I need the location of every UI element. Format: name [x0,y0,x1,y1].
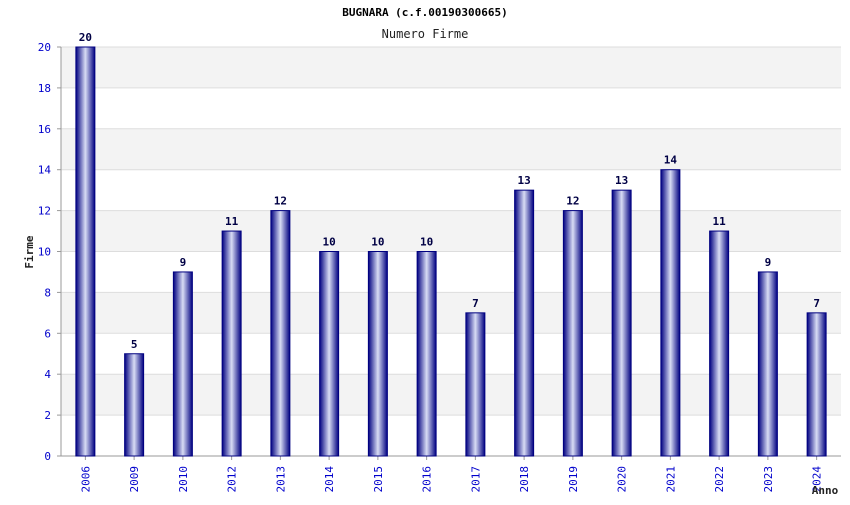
x-tick-label-2020: 2020 [616,466,629,493]
bar-2017 [465,312,486,457]
data-labels: 20 5 9 11 12 10 10 10 7 13 12 13 14 11 9 7 [79,31,820,351]
x-tick-label-2009: 2009 [128,466,141,493]
y-axis-label: Firme [23,235,36,268]
x-tick-label-2024: 2024 [811,466,824,493]
y-tick-label: 10 [38,246,51,259]
bar-2020 [611,189,632,457]
data-label-2024: 7 [813,297,820,310]
bar-2022 [709,230,730,457]
y-tick-labels: 0 2 4 6 8 10 12 14 16 18 20 [38,41,52,463]
y-tick-label: 16 [38,123,51,136]
bar-2006 [75,46,96,457]
bars [75,46,827,457]
x-tick-label-2012: 2012 [226,466,239,493]
bar-2013 [270,210,291,457]
bar-2014 [319,251,340,457]
chart-title: BUGNARA (c.f.00190300665) [342,6,508,19]
y-tick-label: 0 [44,450,51,463]
data-label-2018: 13 [518,174,531,187]
x-tick-labels: 2006 2009 2010 2012 2013 2014 2015 2016 2017 2018… [79,466,823,493]
data-label-2013: 12 [274,195,287,208]
data-label-2022: 11 [713,215,727,228]
x-tick-label-2019: 2019 [567,466,580,493]
x-tick-label-2016: 2016 [421,466,434,493]
bar-2018 [514,189,535,457]
data-label-2010: 9 [180,256,187,269]
data-label-2020: 13 [615,174,628,187]
y-tick-label: 6 [44,327,51,340]
x-tick-label-2014: 2014 [323,466,336,493]
x-tick-label-2022: 2022 [713,466,726,493]
data-label-2015: 10 [371,236,384,249]
x-tick-label-2010: 2010 [177,466,190,493]
chart-subtitle: Numero Firme [382,27,469,41]
data-label-2006: 20 [79,31,92,44]
bar-2012 [221,230,242,457]
x-tick-label-2013: 2013 [274,466,287,493]
bar-2015 [367,251,388,457]
background-band [61,128,841,170]
data-label-2023: 9 [765,256,772,269]
y-tick-label: 2 [44,409,51,422]
y-tick-label: 4 [44,368,51,381]
background-band [61,47,841,88]
y-tick-label: 12 [38,205,51,218]
x-axis-label: Anno [812,484,839,497]
y-tick-label: 8 [44,286,51,299]
y-tick-label: 14 [38,164,52,177]
data-label-2012: 11 [225,215,239,228]
bar-2009 [124,353,145,457]
x-tick-label-2018: 2018 [518,466,531,493]
bar-2019 [562,210,583,457]
data-label-2016: 10 [420,236,433,249]
x-tick-label-2015: 2015 [372,466,385,493]
data-label-2017: 7 [472,297,479,310]
x-tick-label-2023: 2023 [762,466,775,493]
y-tick-label: 18 [38,82,51,95]
data-label-2009: 5 [131,338,138,351]
bar-2023 [757,271,778,457]
bar-2010 [172,271,193,457]
bar-2021 [660,169,681,457]
y-tick-label: 20 [38,41,51,54]
x-tick-label-2006: 2006 [79,466,92,493]
data-label-2021: 14 [664,154,678,167]
bar-2016 [416,251,437,457]
data-label-2019: 12 [566,195,579,208]
bar-2024 [806,312,827,457]
data-label-2014: 10 [323,236,336,249]
x-tick-label-2017: 2017 [469,466,482,493]
x-tick-label-2021: 2021 [664,466,677,493]
